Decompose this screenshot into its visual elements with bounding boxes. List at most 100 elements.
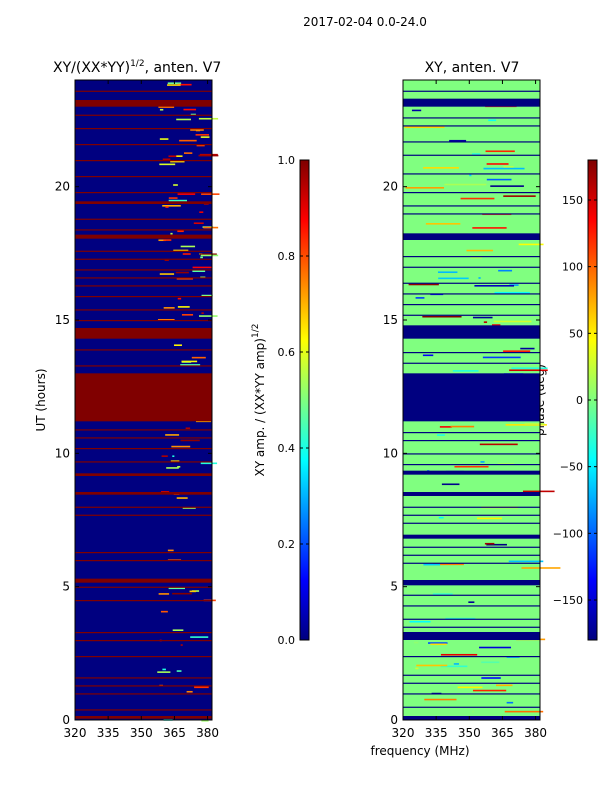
flagged-line [403,192,540,194]
heatmap-cell [200,136,210,138]
heatmap-cell [491,324,501,326]
flagged-band [75,492,212,495]
heatmap-cell [486,178,512,181]
heatmap-cell [177,306,190,308]
heatmap-cell [408,283,439,286]
heatmap-cell [158,593,170,595]
heatmap-cell [469,174,472,177]
y-tick-label: 0 [390,713,398,727]
flagged-line [403,125,540,127]
heatmap-cell [450,425,475,428]
colorbar-phase: −150 −100 −50 0 50 100 150 [553,159,598,641]
flagged-line [403,352,540,354]
flagged-line [75,176,212,178]
flagged-band [403,716,540,720]
heatmap-cell [471,153,481,155]
flagged-line [75,461,212,463]
suptitle: 2017-02-04 0.0-24.0 [303,15,427,29]
y-tick-label: 20 [55,180,70,194]
flagged-line [75,90,212,92]
flagged-line [403,626,540,628]
heatmap-cell [198,154,219,157]
heatmap-cell [157,671,171,673]
heatmap-cell [191,356,206,359]
heatmap-cell [495,684,513,687]
flagged-line [75,192,212,194]
flagged-band [75,328,212,339]
heatmap-cell [173,184,178,186]
heatmap-cell [170,460,180,463]
flagged-line [75,677,212,679]
flagged-line [403,154,540,156]
flagged-line [403,464,540,466]
heatmap-cell [167,549,174,552]
heatmap-cell [194,686,209,689]
heatmap-cell [162,668,166,671]
heatmap-cell [425,223,461,225]
heatmap-cell [509,369,548,372]
heatmap-cell [189,590,196,593]
heatmap-cell [199,153,218,156]
heatmap-cell [430,643,447,646]
left-ylabel: UT (hours) [34,368,48,431]
x-tick-label: 335 [425,726,448,740]
heatmap-cell [472,227,507,229]
heatmap-cell [524,423,545,425]
flagged-line [75,114,212,116]
flagged-line [75,552,212,554]
heatmap-cell [201,294,213,297]
flagged-band [403,470,540,475]
heatmap-cell [498,269,513,272]
flagged-line [403,682,540,684]
heatmap-cell [422,315,462,318]
flagged-band [75,373,212,422]
colorbar-tick-label: 150 [562,194,583,207]
flagged-band [75,234,212,239]
heatmap-cell [203,226,219,229]
heatmap-cell [200,254,219,257]
heatmap-cell [168,197,178,199]
heatmap-cell [416,664,448,667]
colorbar-gradient [299,159,310,641]
x-tick-label: 320 [392,726,415,740]
flagged-line [403,453,540,455]
heatmap-cell [186,690,193,693]
heatmap-cell [168,199,187,202]
y-tick-label: 0 [62,713,70,727]
heatmap-cell [478,277,481,279]
heatmap-cell [481,661,500,664]
flagged-line [75,128,212,130]
heatmap-cell [488,119,497,122]
flagged-band [75,578,212,583]
right-heatmap: 320 335 350 365 380 0 5 10 15 20 [383,79,561,740]
heatmap-cell [174,344,182,347]
heatmap-cell [413,641,419,644]
heatmap-cell [423,167,459,169]
heatmap-cell [483,167,525,170]
heatmap-cell [438,277,469,280]
flagged-line [75,560,212,562]
heatmap-cell [176,118,191,121]
heatmap-cell [176,155,183,157]
heatmap-cell [449,139,467,142]
heatmap-cell [484,542,495,545]
heatmap-cell [472,316,493,319]
heatmap-cell [470,257,482,259]
heatmap-cell [415,297,425,299]
heatmap-cell [201,719,209,722]
heatmap-cell [170,232,173,235]
heatmap-cell [182,507,196,509]
heatmap-cell [177,465,181,468]
colorbar-amplitude: 0.0 0.2 0.4 0.6 0.8 1.0 [278,154,310,647]
heatmap-cell [503,166,514,168]
flagged-line [75,250,212,252]
flagged-band [403,373,540,422]
flagged-line [75,586,212,588]
left-heatmap: 320 335 350 365 380 0 5 10 15 20 [55,79,220,740]
flagged-line [403,618,540,620]
heatmap-cell [176,670,182,672]
heatmap-cell [481,677,501,679]
heatmap-cell [165,434,180,436]
heatmap-cell [177,83,192,86]
heatmap-cell [177,297,182,300]
